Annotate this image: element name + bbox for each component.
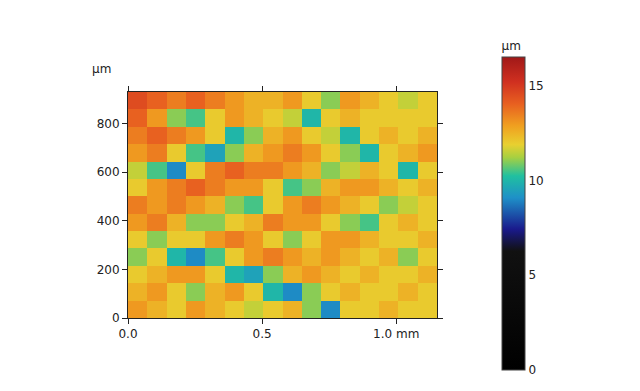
svg-text:0.0: 0.0 xyxy=(118,327,137,341)
svg-text:µm: µm xyxy=(502,39,521,53)
svg-text:200: 200 xyxy=(97,263,120,277)
svg-text:0: 0 xyxy=(528,363,536,377)
svg-text:800: 800 xyxy=(97,117,120,131)
svg-text:µm: µm xyxy=(92,62,111,76)
svg-text:0.5: 0.5 xyxy=(253,327,272,341)
svg-text:15: 15 xyxy=(528,79,543,93)
svg-text:0: 0 xyxy=(112,311,120,325)
svg-text:5: 5 xyxy=(528,268,536,282)
svg-text:10: 10 xyxy=(528,174,543,188)
svg-text:600: 600 xyxy=(97,165,120,179)
svg-text:400: 400 xyxy=(97,214,120,228)
svg-text:1.0 mm: 1.0 mm xyxy=(373,327,419,341)
